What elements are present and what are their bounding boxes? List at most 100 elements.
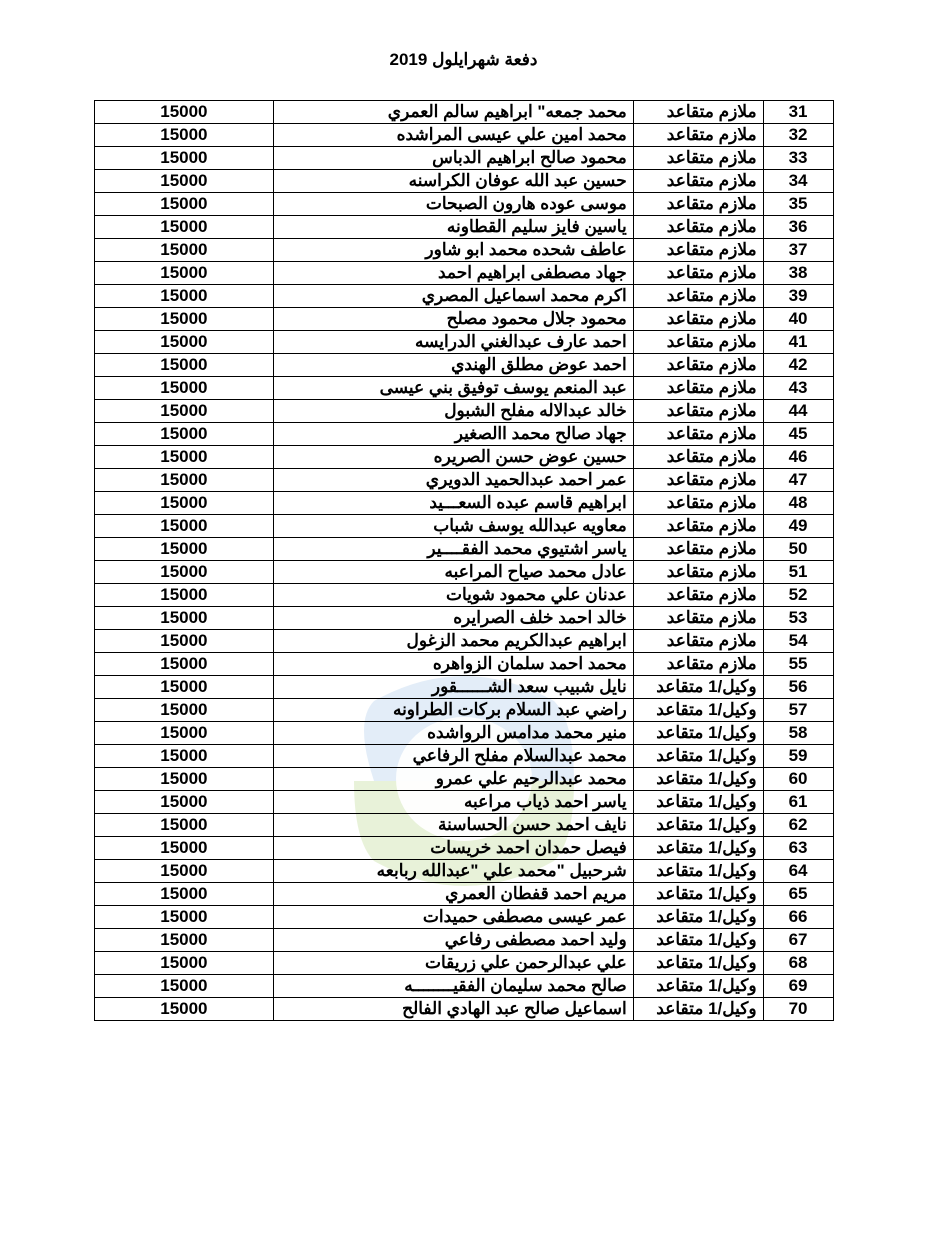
table-row: 45ملازم متقاعدجهاد صالح محمد االصغير1500… — [94, 423, 833, 446]
row-rank: وكيل/1 متقاعد — [633, 975, 763, 998]
row-amount: 15000 — [94, 607, 274, 630]
row-amount: 15000 — [94, 101, 274, 124]
row-amount: 15000 — [94, 676, 274, 699]
row-number: 36 — [763, 216, 833, 239]
row-amount: 15000 — [94, 147, 274, 170]
row-name: اكرم محمد اسماعيل المصري — [274, 285, 633, 308]
row-rank: ملازم متقاعد — [633, 584, 763, 607]
row-rank: ملازم متقاعد — [633, 423, 763, 446]
row-amount: 15000 — [94, 492, 274, 515]
table-row: 53ملازم متقاعدخالد احمد خلف الصرايره1500… — [94, 607, 833, 630]
row-name: محمد عبدالرحيم علي عمرو — [274, 768, 633, 791]
row-rank: وكيل/1 متقاعد — [633, 860, 763, 883]
row-rank: وكيل/1 متقاعد — [633, 906, 763, 929]
row-rank: ملازم متقاعد — [633, 446, 763, 469]
table-row: 65وكيل/1 متقاعدمريم احمد قفطان العمري150… — [94, 883, 833, 906]
row-rank: وكيل/1 متقاعد — [633, 814, 763, 837]
table-row: 55ملازم متقاعدمحمد احمد سلمان الزواهره15… — [94, 653, 833, 676]
row-rank: ملازم متقاعد — [633, 492, 763, 515]
row-number: 70 — [763, 998, 833, 1021]
row-name: ابراهيم قاسم عبده السعـــيد — [274, 492, 633, 515]
row-amount: 15000 — [94, 124, 274, 147]
table-row: 47ملازم متقاعدعمر احمد عبدالحميد الدويري… — [94, 469, 833, 492]
row-rank: ملازم متقاعد — [633, 653, 763, 676]
row-amount: 15000 — [94, 975, 274, 998]
row-rank: ملازم متقاعد — [633, 308, 763, 331]
row-name: عاطف شحده محمد ابو شاور — [274, 239, 633, 262]
page-title: دفعة شهرايلول 2019 — [0, 50, 927, 70]
row-rank: وكيل/1 متقاعد — [633, 791, 763, 814]
row-number: 67 — [763, 929, 833, 952]
row-number: 40 — [763, 308, 833, 331]
row-name: مريم احمد قفطان العمري — [274, 883, 633, 906]
row-amount: 15000 — [94, 469, 274, 492]
row-number: 61 — [763, 791, 833, 814]
table-row: 33ملازم متقاعدمحمود صالح ابراهيم الدباس1… — [94, 147, 833, 170]
table-row: 66وكيل/1 متقاعدعمر عيسى مصطفى حميدات1500… — [94, 906, 833, 929]
row-name: خالد احمد خلف الصرايره — [274, 607, 633, 630]
row-amount: 15000 — [94, 860, 274, 883]
row-rank: ملازم متقاعد — [633, 239, 763, 262]
row-rank: ملازم متقاعد — [633, 124, 763, 147]
row-amount: 15000 — [94, 998, 274, 1021]
row-amount: 15000 — [94, 952, 274, 975]
row-rank: ملازم متقاعد — [633, 561, 763, 584]
table-row: 34ملازم متقاعدحسين عبد الله عوفان الكراس… — [94, 170, 833, 193]
row-name: علي عبدالرحمن علي زريقات — [274, 952, 633, 975]
row-name: عادل محمد صياح المراعبه — [274, 561, 633, 584]
table-row: 40ملازم متقاعدمحمود جلال محمود مصلح15000 — [94, 308, 833, 331]
row-name: راضي عبد السلام بركات الطراونه — [274, 699, 633, 722]
row-amount: 15000 — [94, 377, 274, 400]
row-name: محمد عبدالسلام مفلح الرفاعي — [274, 745, 633, 768]
table-row: 68وكيل/1 متقاعدعلي عبدالرحمن علي زريقات1… — [94, 952, 833, 975]
row-number: 33 — [763, 147, 833, 170]
row-name: ابراهيم عبدالكريم محمد الزغول — [274, 630, 633, 653]
table-row: 51ملازم متقاعدعادل محمد صياح المراعبه150… — [94, 561, 833, 584]
row-rank: ملازم متقاعد — [633, 400, 763, 423]
row-name: خالد عبدالاله مفلح الشبول — [274, 400, 633, 423]
row-number: 38 — [763, 262, 833, 285]
row-number: 42 — [763, 354, 833, 377]
row-rank: وكيل/1 متقاعد — [633, 952, 763, 975]
row-number: 49 — [763, 515, 833, 538]
data-table: 31ملازم متقاعدمحمد جمعه" ابراهيم سالم ال… — [94, 100, 834, 1021]
row-number: 51 — [763, 561, 833, 584]
row-name: محمد امين علي عيسى المراشده — [274, 124, 633, 147]
row-amount: 15000 — [94, 929, 274, 952]
row-name: ياسر احمد ذياب مراعبه — [274, 791, 633, 814]
row-number: 64 — [763, 860, 833, 883]
row-amount: 15000 — [94, 515, 274, 538]
row-number: 55 — [763, 653, 833, 676]
table-row: 59وكيل/1 متقاعدمحمد عبدالسلام مفلح الرفا… — [94, 745, 833, 768]
row-name: نايل شبيب سعد الشــــــقور — [274, 676, 633, 699]
row-amount: 15000 — [94, 906, 274, 929]
row-amount: 15000 — [94, 538, 274, 561]
row-amount: 15000 — [94, 722, 274, 745]
row-name: موسى عوده هارون الصبحات — [274, 193, 633, 216]
row-amount: 15000 — [94, 768, 274, 791]
row-number: 45 — [763, 423, 833, 446]
row-number: 57 — [763, 699, 833, 722]
row-name: ياسين فايز سليم القطاونه — [274, 216, 633, 239]
row-rank: ملازم متقاعد — [633, 331, 763, 354]
row-name: ياسر اشتيوي محمد الفقــــير — [274, 538, 633, 561]
table-row: 46ملازم متقاعدحسين عوض حسن الصريره15000 — [94, 446, 833, 469]
row-amount: 15000 — [94, 699, 274, 722]
row-number: 39 — [763, 285, 833, 308]
row-rank: ملازم متقاعد — [633, 354, 763, 377]
row-amount: 15000 — [94, 308, 274, 331]
row-name: عبد المنعم يوسف توفيق بني عيسى — [274, 377, 633, 400]
table-row: 44ملازم متقاعدخالد عبدالاله مفلح الشبول1… — [94, 400, 833, 423]
row-amount: 15000 — [94, 170, 274, 193]
table-row: 31ملازم متقاعدمحمد جمعه" ابراهيم سالم ال… — [94, 101, 833, 124]
row-name: جهاد مصطفى ابراهيم احمد — [274, 262, 633, 285]
table-row: 60وكيل/1 متقاعدمحمد عبدالرحيم علي عمرو15… — [94, 768, 833, 791]
row-rank: ملازم متقاعد — [633, 377, 763, 400]
row-name: عمر عيسى مصطفى حميدات — [274, 906, 633, 929]
table-row: 58وكيل/1 متقاعدمنير محمد مدامس الرواشده1… — [94, 722, 833, 745]
table-row: 49ملازم متقاعدمعاويه عبدالله يوسف شباب15… — [94, 515, 833, 538]
row-name: حسين عوض حسن الصريره — [274, 446, 633, 469]
row-number: 37 — [763, 239, 833, 262]
row-number: 48 — [763, 492, 833, 515]
table-row: 39ملازم متقاعداكرم محمد اسماعيل المصري15… — [94, 285, 833, 308]
